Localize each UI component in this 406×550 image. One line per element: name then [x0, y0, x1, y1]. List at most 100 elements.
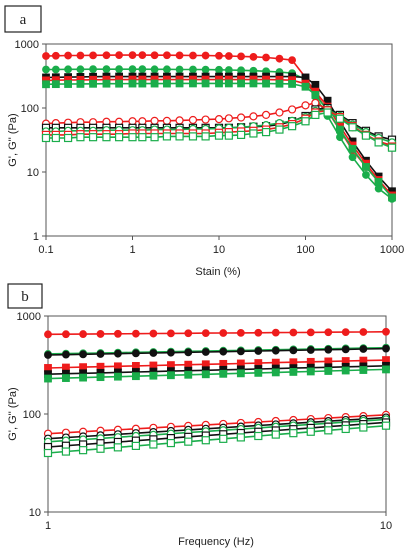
data-point	[275, 79, 284, 88]
data-point	[150, 79, 159, 88]
data-point	[224, 52, 233, 60]
y-tick-label: 10	[29, 507, 41, 519]
data-point	[138, 79, 147, 88]
data-point	[236, 433, 245, 442]
data-point	[301, 82, 310, 91]
data-point	[64, 65, 72, 74]
data-point	[261, 110, 271, 120]
data-point	[359, 345, 368, 353]
data-point	[138, 133, 147, 142]
data-point	[44, 351, 52, 359]
data-point	[341, 328, 350, 336]
data-point	[184, 370, 193, 379]
data-point	[362, 163, 370, 171]
data-point	[102, 133, 111, 142]
data-point	[89, 79, 97, 88]
data-point	[324, 426, 333, 435]
data-point	[219, 369, 228, 378]
data-point	[175, 116, 184, 125]
data-point	[236, 130, 246, 139]
data-point	[115, 133, 124, 142]
data-point	[51, 51, 60, 60]
data-point	[359, 423, 368, 432]
data-point	[249, 79, 258, 88]
series-2	[42, 65, 396, 203]
data-point	[76, 79, 85, 88]
x-tick-label: 100	[296, 244, 314, 256]
panel-b-ticks: 1 10 10 100 1000	[17, 311, 393, 532]
panel-a-letter-box	[4, 5, 42, 33]
data-point	[51, 80, 60, 89]
data-point	[150, 65, 159, 74]
data-point	[132, 349, 140, 358]
data-point	[361, 131, 371, 140]
data-point	[254, 347, 263, 355]
data-point	[149, 329, 158, 338]
data-point	[102, 65, 111, 74]
panel-a-y-axis-title: G', G'' (Pa)	[7, 113, 19, 166]
panel-b-letter-box	[7, 283, 43, 309]
data-point	[79, 350, 87, 359]
data-point	[166, 438, 176, 448]
data-point	[62, 374, 70, 382]
data-point	[289, 328, 298, 337]
data-point	[149, 440, 158, 449]
data-point	[306, 367, 315, 376]
data-point	[102, 79, 111, 88]
data-point	[381, 421, 391, 430]
series-1	[44, 327, 390, 339]
data-point	[237, 79, 245, 88]
data-point	[341, 345, 350, 354]
data-point	[324, 345, 333, 354]
data-point	[249, 112, 258, 121]
data-point	[348, 123, 357, 132]
y-tick-label: 10	[27, 167, 39, 179]
data-point	[64, 80, 72, 88]
data-point	[42, 52, 50, 60]
data-point	[324, 367, 333, 375]
series-5	[42, 79, 396, 202]
data-point	[51, 65, 60, 74]
panel-a-letter: a	[20, 12, 27, 28]
data-point	[219, 347, 228, 356]
data-point	[374, 138, 383, 147]
data-point	[163, 79, 171, 88]
data-point	[271, 430, 280, 439]
data-point	[79, 373, 87, 382]
data-point	[42, 80, 50, 89]
data-point	[78, 446, 88, 455]
data-point	[348, 144, 357, 153]
y-tick-label: 1000	[17, 311, 41, 323]
data-point	[306, 346, 315, 354]
series-6	[44, 365, 390, 383]
data-point	[138, 51, 147, 60]
panel-b-y-axis-title: G', G'' (Pa)	[7, 387, 19, 440]
data-point	[374, 184, 383, 193]
data-point	[362, 171, 370, 179]
data-point	[175, 132, 184, 141]
data-point	[336, 125, 344, 134]
data-point	[167, 348, 175, 357]
data-point	[236, 328, 245, 337]
x-tick-label: 0.1	[38, 244, 53, 256]
series-3	[44, 344, 390, 359]
data-point	[42, 65, 50, 74]
data-point	[271, 368, 280, 377]
x-tick-label: 1	[129, 244, 135, 256]
data-point	[275, 54, 284, 63]
data-point	[275, 108, 284, 117]
data-point	[184, 437, 193, 446]
data-point	[62, 330, 70, 339]
data-point	[96, 330, 105, 338]
data-point	[115, 51, 124, 60]
data-point	[44, 374, 52, 383]
y-tick-label: 1	[33, 231, 39, 243]
data-point	[163, 51, 171, 60]
x-tick-label: 1000	[380, 244, 404, 256]
data-point	[201, 436, 210, 445]
data-point	[138, 65, 147, 74]
data-point	[175, 65, 184, 74]
data-point	[249, 129, 258, 138]
